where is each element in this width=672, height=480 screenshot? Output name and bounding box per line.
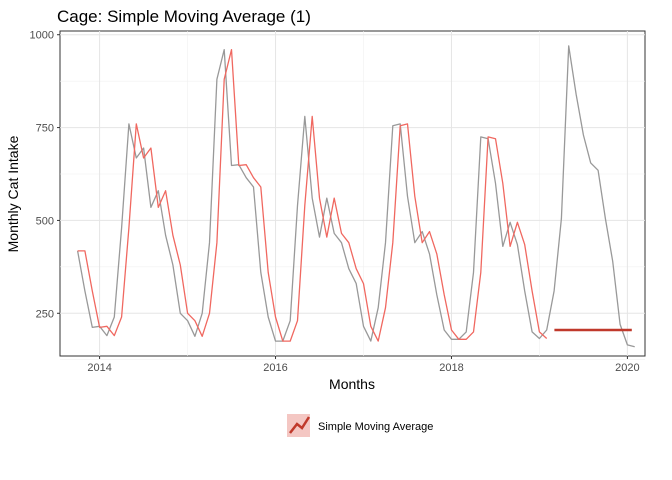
series-lines [76, 45, 635, 348]
grid-lines [60, 31, 645, 361]
y-axis: 250 500 750 1000 [30, 30, 60, 320]
plot-panel [59, 30, 646, 357]
y-tick-label: 250 [36, 308, 54, 320]
legend: Simple Moving Average [287, 414, 433, 437]
y-tick-label: 500 [36, 215, 54, 227]
x-axis: 2014 2016 2018 2020 [87, 356, 640, 374]
chart-title: Cage: Simple Moving Average (1) [57, 7, 311, 26]
series-line-fitted [77, 48, 548, 342]
series-line-actual [76, 45, 635, 348]
x-tick-label: 2020 [615, 362, 639, 374]
y-axis-label: Monthly Cat Intake [5, 135, 21, 252]
x-tick-label: 2016 [263, 362, 287, 374]
legend-key-icon [289, 416, 311, 434]
legend-label: Simple Moving Average [318, 421, 433, 433]
y-tick-label: 750 [36, 123, 54, 135]
x-tick-label: 2018 [439, 362, 463, 374]
x-tick-label: 2014 [87, 362, 111, 374]
y-tick-label: 1000 [30, 30, 54, 42]
x-axis-label: Months [329, 376, 375, 392]
